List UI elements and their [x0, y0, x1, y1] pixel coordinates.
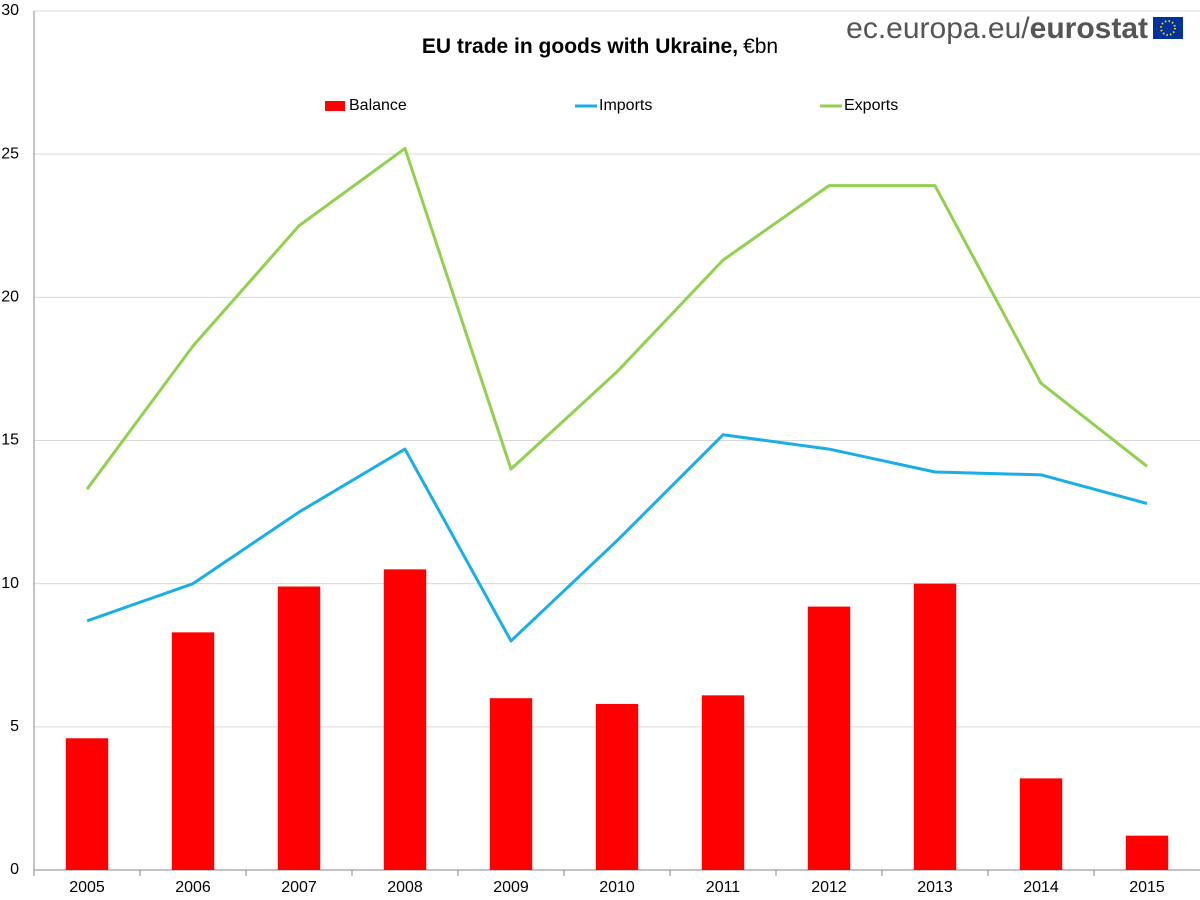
y-tick-label: 15 — [1, 432, 19, 449]
x-tick-label: 2013 — [917, 879, 953, 896]
line — [85, 146, 1148, 491]
bar — [1125, 835, 1169, 870]
x-tick-label: 2006 — [175, 879, 211, 896]
legend-label: Exports — [844, 97, 898, 114]
x-tick-label: 2005 — [69, 879, 105, 896]
x-tick-label: 2008 — [387, 879, 423, 896]
legend-label: Balance — [349, 97, 407, 114]
logo-prefix: ec.europa.eu/ — [846, 12, 1030, 45]
y-tick-label: 0 — [10, 861, 19, 878]
bar — [807, 606, 851, 870]
bar — [171, 632, 215, 870]
bar — [489, 698, 533, 870]
x-tick-label: 2011 — [706, 879, 741, 896]
bar — [65, 738, 109, 870]
chart-title: EU trade in goods with Ukraine, €bn — [422, 35, 778, 58]
title-unit: €bn — [743, 35, 778, 58]
legend-label: Imports — [599, 97, 652, 114]
x-tick-label: 2010 — [599, 879, 635, 896]
x-tick-label: 2014 — [1023, 879, 1059, 896]
logo: ec.europa.eu/eurostat — [846, 12, 1148, 45]
logo-brand: eurostat — [1030, 12, 1148, 45]
y-tick-label: 30 — [1, 2, 19, 19]
line — [86, 433, 1148, 643]
title-main: EU trade in goods with Ukraine, — [422, 35, 738, 58]
x-tick-label: 2012 — [811, 879, 847, 896]
bar — [913, 583, 957, 870]
bar — [277, 586, 321, 870]
y-tick-label: 10 — [1, 575, 19, 592]
x-tick-label: 2015 — [1129, 879, 1165, 896]
y-tick-label: 5 — [10, 718, 19, 735]
bar — [701, 695, 745, 870]
legend-swatch — [325, 101, 345, 111]
y-tick-label: 25 — [1, 145, 19, 162]
x-tick-label: 2009 — [493, 879, 529, 896]
bar — [595, 703, 639, 870]
x-tick-label: 2007 — [281, 879, 317, 896]
bar — [383, 569, 427, 870]
y-tick-label: 20 — [1, 289, 19, 306]
eu-flag — [1153, 17, 1183, 39]
bar — [1019, 778, 1063, 870]
